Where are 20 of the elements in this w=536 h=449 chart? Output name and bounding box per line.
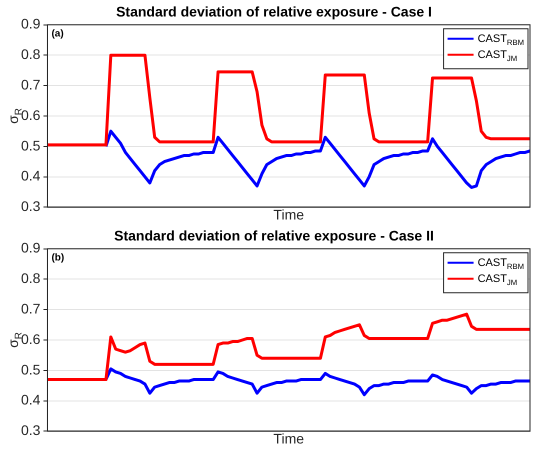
annotation: (b) (51, 252, 64, 264)
y-tick-label: 0.5 (20, 137, 41, 154)
y-tick-label: 0.6 (20, 330, 41, 347)
y-tick-label: 0.9 (20, 16, 41, 32)
chart-title: Standard deviation of relative exposure - Case II (114, 227, 434, 244)
y-tick-label: 0.4 (20, 392, 41, 408)
y-tick-label: 0.6 (20, 106, 41, 123)
y-tick-label: 0.9 (20, 240, 41, 256)
x-axis-title: Time (273, 206, 304, 222)
y-tick-label: 0.4 (20, 168, 41, 184)
chart-title: Standard deviation of relative exposure - Case I (116, 3, 432, 20)
annotation: (a) (51, 28, 64, 40)
y-tick-label: 0.3 (20, 422, 41, 438)
y-tick-label: 0.5 (20, 361, 41, 378)
y-tick-label: 0.7 (20, 300, 41, 316)
y-tick-label: 0.8 (20, 270, 41, 286)
x-axis-title: Time (273, 430, 304, 446)
y-tick-label: 0.3 (20, 198, 41, 214)
y-tick-label: 0.8 (20, 46, 41, 62)
y-tick-label: 0.7 (20, 76, 41, 92)
